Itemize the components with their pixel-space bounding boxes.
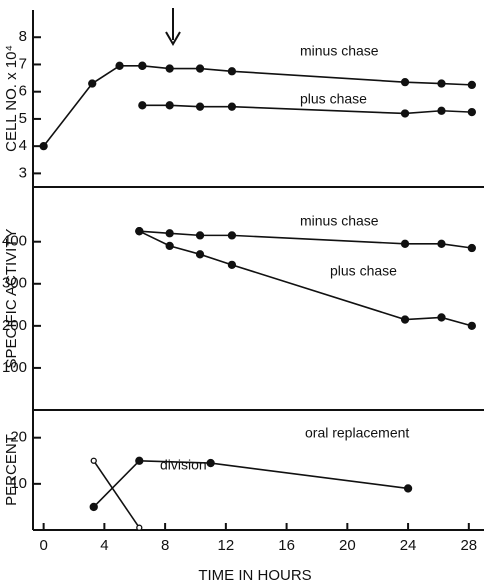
data-point xyxy=(437,239,446,248)
data-point xyxy=(400,315,410,324)
data-point xyxy=(227,102,237,111)
y-tick-label: 300 xyxy=(2,275,27,292)
data-point xyxy=(88,79,97,88)
series-label: minus chase xyxy=(300,43,379,59)
data-point xyxy=(195,231,205,240)
x-tick-label: 8 xyxy=(161,537,169,554)
data-point xyxy=(135,227,144,236)
arrow xyxy=(165,8,181,46)
data-point xyxy=(195,64,205,73)
data-point xyxy=(400,239,410,248)
data-point xyxy=(467,321,477,330)
x-tick-label: 0 xyxy=(39,537,47,554)
y-tick-label: 400 xyxy=(2,233,27,250)
x-axis-label: TIME IN HOURS xyxy=(198,567,311,584)
data-point xyxy=(227,231,237,240)
data-point xyxy=(165,229,174,238)
data-point xyxy=(400,78,410,87)
data-point xyxy=(165,101,174,110)
x-tick-label: 28 xyxy=(460,537,477,554)
data-point xyxy=(467,107,477,117)
y-tick-label: 7 xyxy=(19,55,27,72)
data-point xyxy=(165,64,174,73)
data-point xyxy=(467,243,477,253)
y-tick-label: 10 xyxy=(10,475,27,492)
y-tick-label: 5 xyxy=(19,110,27,127)
series-line xyxy=(138,230,473,327)
data-point xyxy=(39,142,48,151)
data-point xyxy=(90,457,97,464)
x-tick-label: 4 xyxy=(100,537,108,554)
y-tick-label: 4 xyxy=(19,137,27,154)
data-point xyxy=(138,61,147,70)
series-label: minus chase xyxy=(300,213,379,229)
series-label: division xyxy=(160,457,207,473)
series-line xyxy=(139,230,472,249)
data-point xyxy=(437,313,446,322)
data-point xyxy=(195,102,205,111)
data-point xyxy=(165,241,174,251)
y-tick-label: 20 xyxy=(10,429,27,446)
x-tick-label: 12 xyxy=(218,537,235,554)
data-point xyxy=(437,106,446,115)
y-tick-label: 6 xyxy=(19,83,27,100)
data-point xyxy=(115,61,124,70)
y-tick-label: 3 xyxy=(19,164,27,181)
y-axis-label: SPECIFIC ACTIVITY xyxy=(3,228,20,368)
x-tick-label: 16 xyxy=(278,537,295,554)
x-tick-label: 24 xyxy=(400,537,417,554)
data-point xyxy=(138,101,147,110)
series-line xyxy=(93,459,409,508)
data-point xyxy=(437,79,446,88)
series-line xyxy=(93,460,140,529)
y-axis-label: CELL NO. x 10⁴ xyxy=(3,45,20,152)
x-tick-label: 20 xyxy=(339,537,356,554)
y-tick-label: 100 xyxy=(2,359,27,376)
data-point xyxy=(467,80,477,90)
y-tick-label: 200 xyxy=(2,317,27,334)
series-line xyxy=(42,65,143,147)
y-tick-label: 8 xyxy=(19,28,27,45)
data-point xyxy=(227,260,237,269)
series-label: plus chase xyxy=(300,91,367,107)
y-axis-label: PERCENT xyxy=(3,434,20,506)
data-point xyxy=(403,484,413,493)
series-line xyxy=(142,65,472,86)
data-point xyxy=(135,456,144,465)
data-point xyxy=(136,524,143,531)
series-label: plus chase xyxy=(330,263,397,279)
data-point xyxy=(227,67,237,76)
data-point xyxy=(206,458,215,468)
data-point xyxy=(400,109,410,118)
series-label: oral replacement xyxy=(305,425,409,441)
data-point xyxy=(195,250,205,259)
data-point xyxy=(89,502,98,512)
